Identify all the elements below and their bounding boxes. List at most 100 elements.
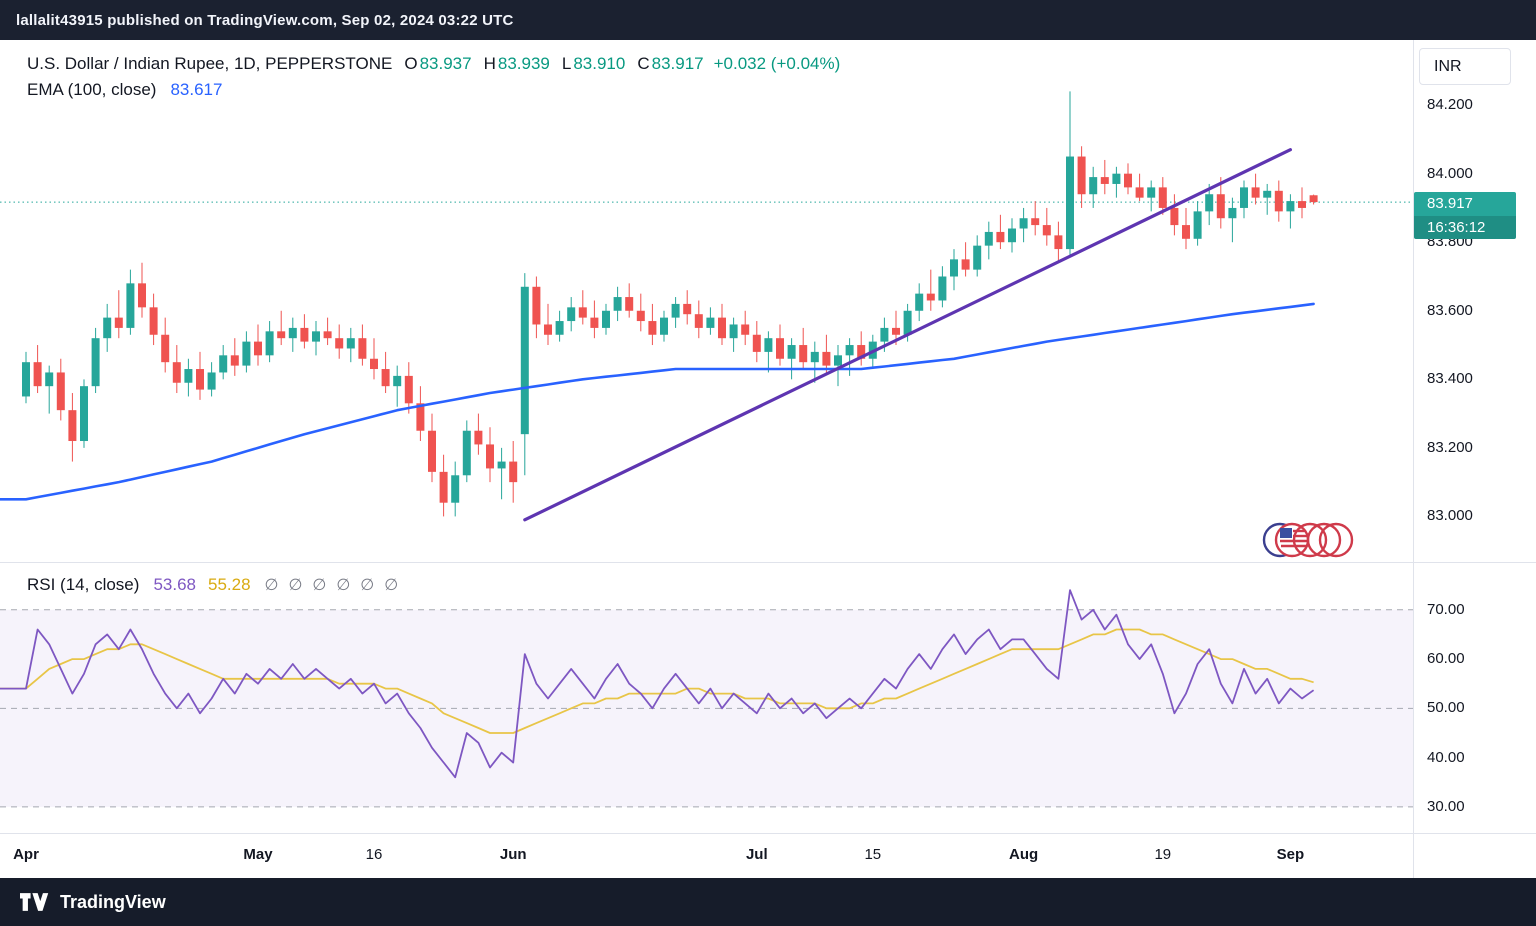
candle-body	[1216, 194, 1225, 219]
last-price-value: 83.917	[1414, 192, 1516, 217]
candle-body	[56, 372, 65, 411]
price-axis-label: 84.200	[1427, 96, 1473, 114]
candle-body	[1135, 187, 1144, 198]
time-axis-label: Apr	[13, 846, 39, 863]
rsi-hidden-plot-marker: ∅	[288, 577, 304, 594]
candle-body	[776, 338, 784, 359]
candle-body	[45, 372, 54, 387]
candle-body	[68, 410, 77, 442]
price-pane-chart[interactable]	[0, 40, 1413, 562]
time-axis-label: Sep	[1276, 846, 1305, 863]
candle-body	[590, 317, 599, 328]
tradingview-logo-icon[interactable]	[20, 892, 50, 912]
candle-body	[915, 293, 924, 311]
candle-body	[254, 341, 262, 356]
ohlc-low-value: 83.910	[573, 54, 626, 73]
time-axis-label: 16	[365, 846, 383, 863]
price-axis-label: 83.600	[1427, 301, 1473, 319]
candle-body	[961, 259, 970, 270]
candle-body	[404, 375, 413, 404]
rsi-pane-chart[interactable]	[0, 562, 1413, 833]
candle-body	[903, 310, 912, 335]
candle-body	[729, 324, 738, 339]
footer-bar: TradingView	[0, 878, 1536, 926]
candle-body	[555, 321, 564, 335]
candle-body	[857, 345, 866, 359]
candle-body	[578, 307, 587, 318]
candle-body	[660, 317, 668, 335]
candle-body	[207, 372, 216, 390]
trend-line	[523, 148, 1293, 522]
candle-body	[1147, 187, 1156, 198]
candle-body	[613, 297, 622, 311]
rsi-empty-markers: ∅ ∅ ∅ ∅ ∅ ∅	[265, 575, 409, 595]
candle-body	[764, 338, 773, 352]
candle-body	[91, 338, 100, 387]
rsi-hidden-plot-marker: ∅	[384, 577, 400, 594]
last-price-badge: 83.917 16:36:12	[1414, 192, 1516, 240]
rsi-ma-value: 55.28	[207, 575, 251, 594]
candle-body	[996, 231, 1005, 243]
symbol-title: U.S. Dollar / Indian Rupee, 1D, PEPPERST…	[27, 54, 393, 73]
ema-legend: EMA (100, close) 83.617	[27, 80, 222, 100]
candle-body	[138, 283, 146, 308]
candle-body	[1274, 190, 1283, 212]
ohlc-close-value: 83.917	[651, 54, 704, 73]
currency-toggle-button[interactable]: INR	[1419, 48, 1511, 85]
ohlc-high-label: H	[483, 54, 496, 73]
candle-body	[520, 286, 529, 435]
ohlc-open-label: O	[404, 54, 418, 73]
candle-body	[984, 231, 993, 246]
candle-body	[1205, 194, 1214, 212]
candle-body	[671, 303, 680, 318]
time-axis-label: Jun	[499, 846, 527, 863]
candle-body	[1100, 177, 1109, 184]
time-axis-label: Jul	[745, 846, 768, 863]
candle-body	[532, 286, 541, 325]
candle-body	[1170, 207, 1179, 226]
candle-body	[161, 334, 170, 363]
candle-body	[242, 341, 251, 366]
candle-body	[1054, 235, 1063, 250]
rsi-hidden-plot-marker: ∅	[312, 577, 328, 594]
candle-body	[277, 331, 286, 339]
pane-divider[interactable]	[0, 562, 1536, 563]
time-axis-label: May	[243, 846, 273, 863]
candle-body	[1228, 207, 1237, 219]
candle-body	[950, 259, 958, 277]
time-axis-label: 15	[864, 846, 882, 863]
price-axis-label: 83.200	[1427, 438, 1473, 456]
candle-body	[462, 430, 471, 476]
ema-line	[0, 302, 1315, 501]
candle-body	[880, 327, 889, 342]
candle-body	[451, 475, 460, 503]
candle-body	[706, 317, 715, 328]
candle-body	[1309, 195, 1318, 203]
candle-body	[602, 310, 610, 328]
candle-body	[126, 283, 135, 328]
currency-toggle-label: INR	[1434, 57, 1462, 75]
candle-body	[1031, 218, 1040, 226]
bar-countdown: 16:36:12	[1414, 216, 1516, 240]
rsi-line	[0, 589, 1315, 779]
candle-body	[752, 334, 761, 352]
candle-body	[323, 331, 332, 339]
candle-body	[1077, 156, 1086, 195]
publish-header: lallalit43915 published on TradingView.c…	[0, 0, 1536, 40]
candle-body	[1066, 156, 1074, 250]
candle-body	[370, 358, 378, 370]
candle-body	[892, 327, 900, 335]
candle-body	[497, 461, 506, 469]
candle-body	[230, 355, 239, 366]
candle-body	[636, 310, 645, 322]
candle-body	[172, 362, 181, 383]
candle-body	[822, 351, 831, 366]
rsi-axis-label: 40.00	[1427, 748, 1465, 766]
candle-body	[648, 321, 657, 335]
time-axis-label: Aug	[1009, 846, 1039, 863]
tradingview-logo-text[interactable]: TradingView	[60, 891, 166, 912]
candle-body	[265, 331, 274, 356]
candle-body	[1112, 173, 1121, 184]
ema-value: 83.617	[170, 80, 223, 99]
